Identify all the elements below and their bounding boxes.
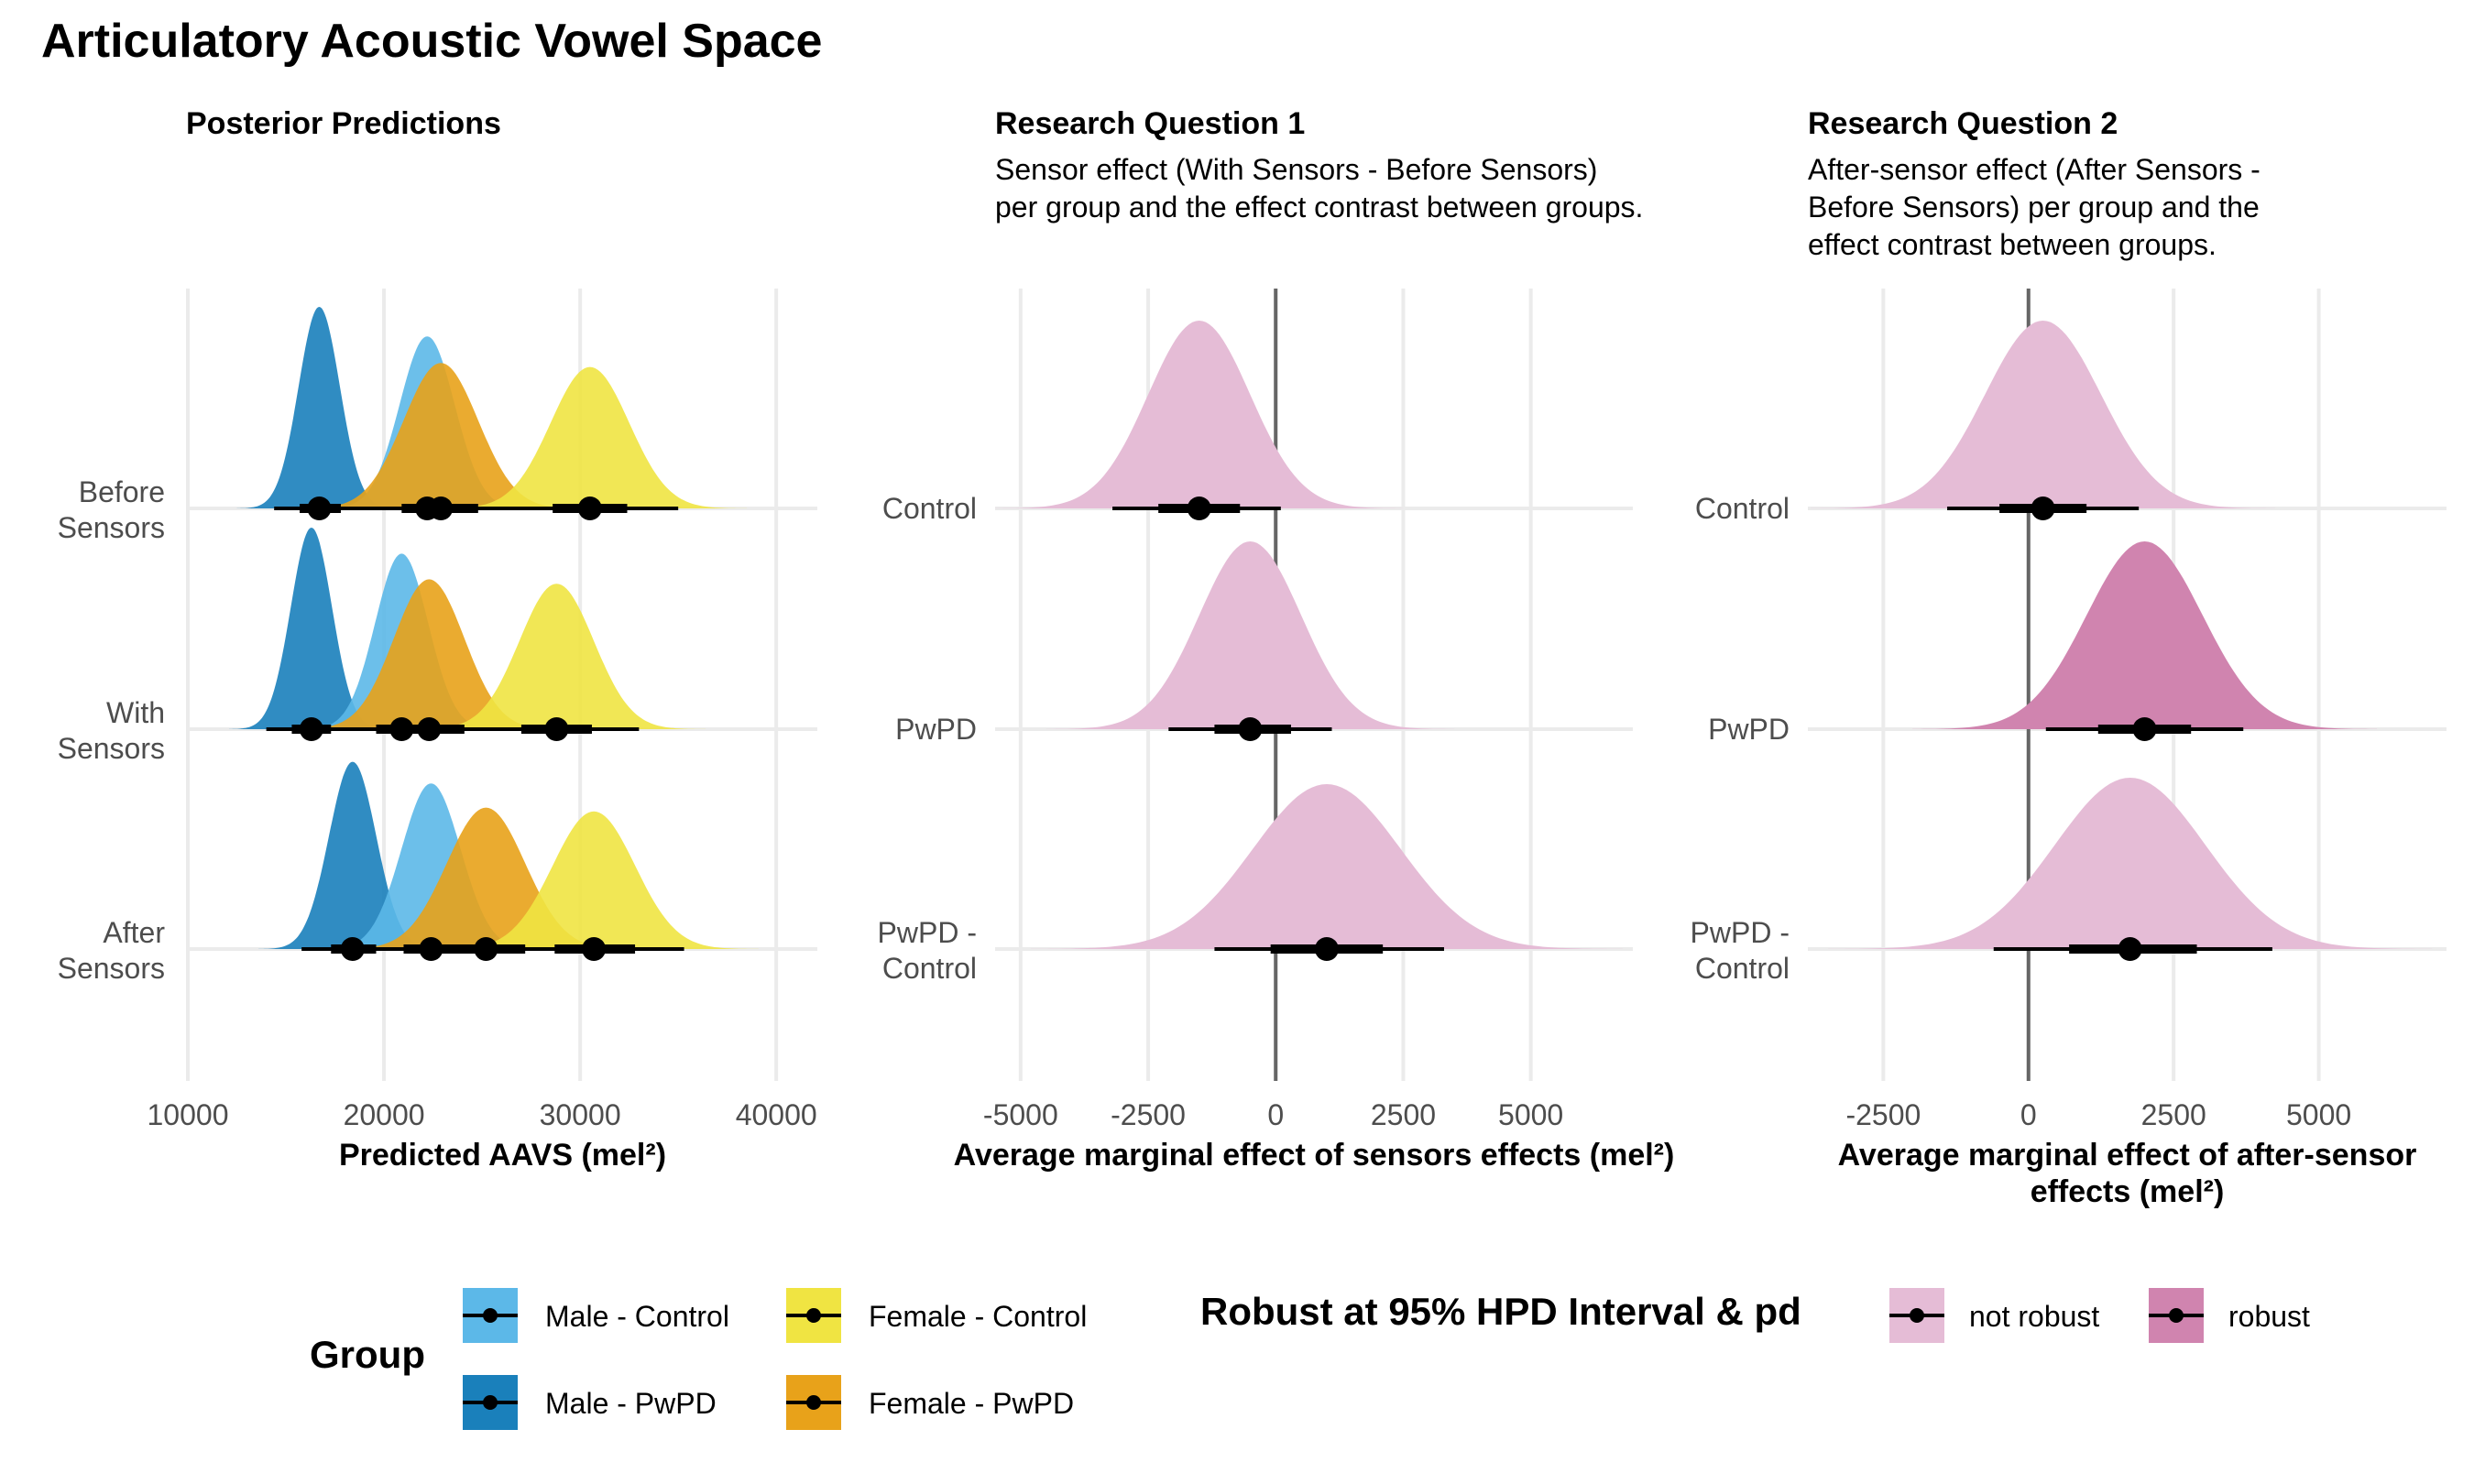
point-female-control-with-sensors-median-point [544, 717, 569, 741]
ridge-male-control-after-sensors [313, 783, 549, 949]
panel-subtitle-line: effect contrast between groups. [1808, 228, 2217, 261]
y-category-label: Control [1695, 952, 1790, 985]
ridge-control [995, 321, 1404, 508]
x-axis-label: Average marginal effect of sensors effec… [954, 1138, 1675, 1173]
legend-group: Group Male - Control Male - PwPD Female - … [310, 1288, 1087, 1430]
y-category-label: Control [882, 492, 977, 525]
legend-item-female-control-label: Female - Control [869, 1300, 1087, 1333]
legend-item-female-pwpd-point [806, 1395, 821, 1410]
y-category-label: With [106, 696, 165, 729]
point-female-control-after-sensors-median-point [582, 937, 607, 961]
legend-item-male-pwpd-label: Male - PwPD [545, 1387, 717, 1420]
panel-subtitle-line: Sensor effect (With Sensors - Before Sen… [995, 153, 1597, 186]
x-tick-label: 5000 [2286, 1098, 2351, 1131]
point-control-median-point [2031, 496, 2055, 520]
legend-item-not-robust-point [1910, 1308, 1924, 1323]
x-tick-label: -5000 [983, 1098, 1058, 1131]
panel-title: Research Question 1 [995, 106, 1305, 141]
panel-subtitle-line: After-sensor effect (After Sensors - [1808, 153, 2261, 186]
panel-posterior-predictions: Posterior Predictions 10000 20000 30000 4000… [58, 106, 817, 1173]
ridge-pwpd-control [1031, 784, 1623, 949]
x-tick-label: 2500 [2141, 1098, 2206, 1131]
point-control-median-point [1187, 496, 1211, 520]
x-tick-label: 30000 [540, 1098, 621, 1131]
legend-item-female-pwpd-label: Female - PwPD [869, 1387, 1074, 1420]
legend-item-female-control-point [806, 1308, 821, 1323]
ridge-female-control-with-sensors [407, 584, 706, 729]
panel-title: Posterior Predictions [186, 106, 501, 141]
legend-item-male-control-point [483, 1308, 498, 1323]
point-female-pwpd-before-sensors-median-point [429, 496, 454, 520]
point-pwpd-control-median-point [2118, 937, 2142, 961]
point-male-pwpd-with-sensors-median-point [299, 717, 323, 741]
point-pwpd-control-median-point [1314, 937, 1339, 961]
legend-item-male-pwpd-point [483, 1395, 498, 1410]
x-tick-label: 2500 [1371, 1098, 1436, 1131]
y-category-label: Sensors [58, 511, 165, 544]
point-female-control-before-sensors-median-point [577, 496, 602, 520]
panel-title: Research Question 2 [1808, 106, 2118, 141]
x-tick-label: 10000 [148, 1098, 229, 1131]
panel-research-question-1: Research Question 1 Sensor effect (With S… [878, 106, 1675, 1173]
point-male-pwpd-before-sensors-median-point [307, 496, 332, 520]
point-female-pwpd-with-sensors-median-point [417, 717, 442, 741]
panel-subtitle-line: per group and the effect contrast betwee… [995, 191, 1643, 224]
ridge-female-control-after-sensors [429, 811, 759, 949]
point-female-pwpd-after-sensors-median-point [474, 937, 498, 961]
x-tick-label: 0 [2020, 1098, 2037, 1131]
x-tick-label: 5000 [1498, 1098, 1563, 1131]
y-category-label: Control [1695, 492, 1790, 525]
x-tick-label: -2500 [1845, 1098, 1921, 1131]
x-tick-label: 40000 [736, 1098, 817, 1131]
ridge-control [1811, 321, 2276, 508]
ridge-female-pwpd-after-sensors [329, 807, 643, 949]
ridge-female-pwpd-before-sensors [291, 363, 590, 508]
figure-title: Articulatory Acoustic Vowel Space [41, 15, 822, 68]
y-category-label: PwPD - [878, 916, 977, 949]
ridge-pwpd [1045, 541, 1455, 729]
ridge-male-pwpd-after-sensors [258, 761, 447, 949]
legend-robust-title: Robust at 95% HPD Interval & pd [1200, 1290, 1801, 1333]
legend-robust: Robust at 95% HPD Interval & pd not robu… [1200, 1288, 2310, 1343]
y-category-label: Sensors [58, 732, 165, 765]
panel-research-question-2: Research Question 2 After-sensor effect (… [1691, 106, 2447, 1209]
ridge-female-pwpd-with-sensors [288, 579, 571, 729]
ridge-female-control-before-sensors [432, 366, 748, 508]
legend-item-robust-label: robust [2228, 1300, 2310, 1333]
point-male-pwpd-after-sensors-median-point [340, 937, 365, 961]
x-tick-label: 20000 [344, 1098, 425, 1131]
legend-group-title: Group [310, 1333, 425, 1376]
y-category-label: After [103, 916, 165, 949]
ridge-male-pwpd-before-sensors [236, 307, 402, 508]
y-category-label: PwPD [895, 713, 977, 746]
y-category-label: PwPD - [1691, 916, 1790, 949]
y-category-label: Control [882, 952, 977, 985]
ridge-male-pwpd-with-sensors [229, 528, 394, 729]
legend-item-not-robust-label: not robust [1969, 1300, 2099, 1333]
ridge-pwpd-control [1828, 778, 2433, 949]
x-axis-label: effects (mel²) [2031, 1174, 2225, 1209]
y-category-label: Before [79, 475, 165, 508]
x-axis-label: Predicted AAVS (mel²) [339, 1138, 666, 1173]
point-pwpd-median-point [2132, 717, 2157, 741]
x-tick-label: -2500 [1111, 1098, 1186, 1131]
x-tick-label: 0 [1267, 1098, 1284, 1131]
point-pwpd-median-point [1238, 717, 1263, 741]
legend-item-robust-point [2169, 1308, 2184, 1323]
y-category-label: PwPD [1708, 713, 1790, 746]
y-category-label: Sensors [58, 952, 165, 985]
panel-subtitle-line: Before Sensors) per group and the [1808, 191, 2260, 224]
ridge-pwpd [1912, 541, 2377, 729]
legend-item-male-control-label: Male - Control [545, 1300, 729, 1333]
x-axis-label: Average marginal effect of after-sensor [1838, 1138, 2417, 1173]
